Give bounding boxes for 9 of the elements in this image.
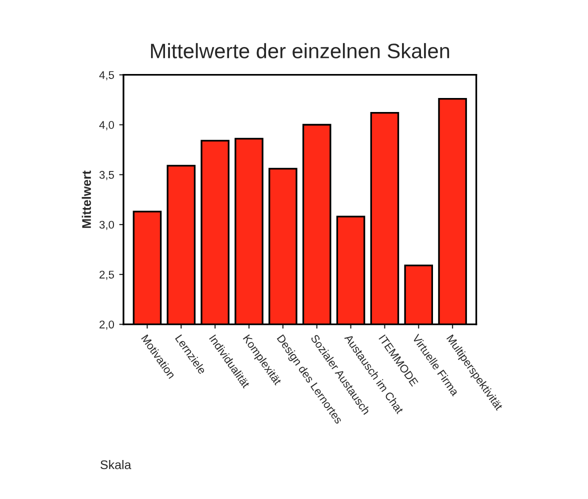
chart-title: Mittelwerte der einzelnen Skalen [151, 43, 450, 58]
x-axis-title: Skala [100, 460, 132, 470]
y-tick-label: 3,0 [99, 220, 114, 230]
y-tick-label: 4,0 [99, 121, 114, 130]
y-axis-title: Mittelwert [82, 170, 91, 228]
y-tick-label: 3,5 [99, 170, 114, 180]
y-tick-label: 2,5 [100, 270, 114, 280]
y-tick-label: 4,5 [99, 71, 114, 80]
y-tick-label: 2,0 [100, 320, 114, 330]
